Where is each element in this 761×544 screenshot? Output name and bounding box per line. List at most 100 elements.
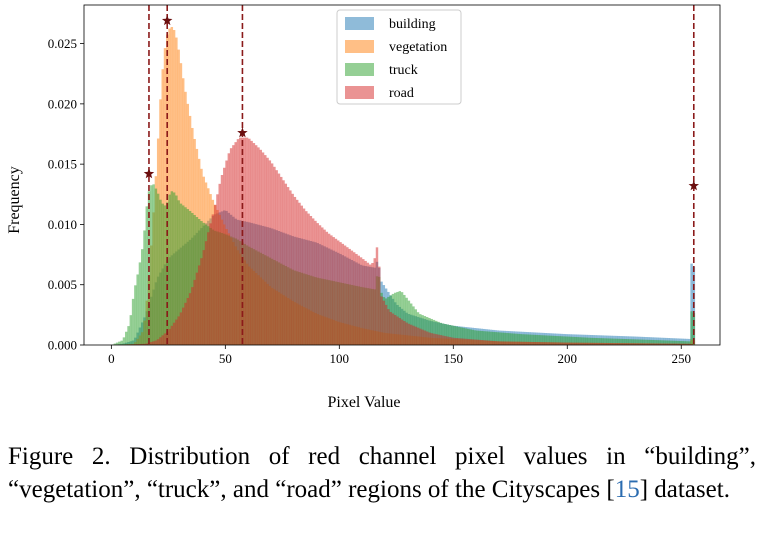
bar-road [485,340,488,345]
bar-road [576,342,579,345]
bar-truck [156,193,160,345]
bar-truck [188,210,192,345]
bar-truck [439,322,443,345]
bar-road [268,160,272,345]
bar-truck [482,331,486,345]
bar-truck [649,339,652,345]
bar-truck [469,329,472,345]
legend-label-vegetation: vegetation [389,40,447,55]
legend-swatch-road [345,86,374,99]
bar-road [373,258,376,345]
bar-road [211,214,215,345]
bar-road [398,318,402,345]
bar-truck [407,300,411,345]
bar-truck [567,336,570,345]
bar-truck [599,338,602,345]
bar-road [674,343,677,345]
bar-truck [530,334,534,345]
bar-truck [578,337,582,345]
peak-star-building [688,180,700,191]
bar-road [232,145,235,345]
bar-truck [678,341,682,345]
bar-road [266,157,269,345]
bar-road [432,333,436,345]
bar-truck [681,341,684,345]
bar-road [466,338,470,345]
bar-road [405,322,408,345]
bar-road [375,247,379,345]
bar-truck [432,319,436,345]
bar-road [560,342,563,345]
bar-truck [688,341,691,345]
bar-truck [647,339,650,345]
bar-truck [590,337,593,345]
bar-truck [633,339,636,345]
bar-truck [601,338,604,345]
bar-road [348,248,351,345]
bar-road [145,343,148,345]
bar-road [658,343,661,345]
bar-road [601,342,604,345]
bar-road [273,166,276,345]
bar-road [514,341,518,345]
bar-road [505,341,509,345]
bar-road [544,342,547,345]
bar-truck [539,335,543,345]
bar-truck [674,340,677,345]
bar-truck [409,303,413,345]
bar-road [291,193,294,345]
bar-road [154,340,158,345]
bar-road [621,343,625,345]
bar-truck [505,332,509,345]
bar-road [277,173,281,345]
bar-road [179,312,183,345]
citation-link[interactable]: 15 [614,476,640,503]
bar-truck [669,340,673,345]
bar-truck [143,230,146,345]
y-tick-label: 0.020 [48,96,77,111]
bar-road [305,211,308,345]
bar-road [186,297,190,345]
bar-road [428,332,431,345]
bar-truck [665,340,668,345]
bar-truck [640,339,643,345]
bar-truck [179,203,183,345]
bar-truck [621,338,625,345]
bar-road [323,229,326,345]
bar-road [672,343,675,345]
bar-road [676,343,680,345]
bar-truck [405,297,408,345]
bar-road [138,344,142,345]
bar-road [526,341,529,345]
bar-road [457,338,461,345]
bar-road [150,341,153,345]
bar-truck [546,335,550,345]
bar-truck [129,315,133,345]
bar-truck [136,274,139,345]
bar-truck [535,334,538,345]
bar-truck [159,199,162,345]
bar-truck [460,327,463,345]
bar-truck [138,262,142,345]
bar-truck [676,340,680,345]
bar-road [382,300,386,345]
x-tick-label: 150 [444,351,464,366]
bar-truck [448,324,452,345]
bar-truck [612,338,616,345]
bar-road [236,139,240,345]
peak-star-vegetation [161,15,173,26]
bar-truck [610,338,614,345]
x-tick-label: 50 [219,351,232,366]
bar-road [366,262,370,345]
bar-road [282,180,285,345]
bar-road [314,220,317,345]
bar-truck [576,337,579,345]
bar-truck [510,333,513,345]
bar-road [400,319,404,345]
x-tick-label: 0 [108,351,115,366]
bar-road [200,258,203,345]
bar-truck [635,339,639,345]
bar-road [419,328,422,345]
bar-road [327,233,331,345]
bar-road [569,342,572,345]
